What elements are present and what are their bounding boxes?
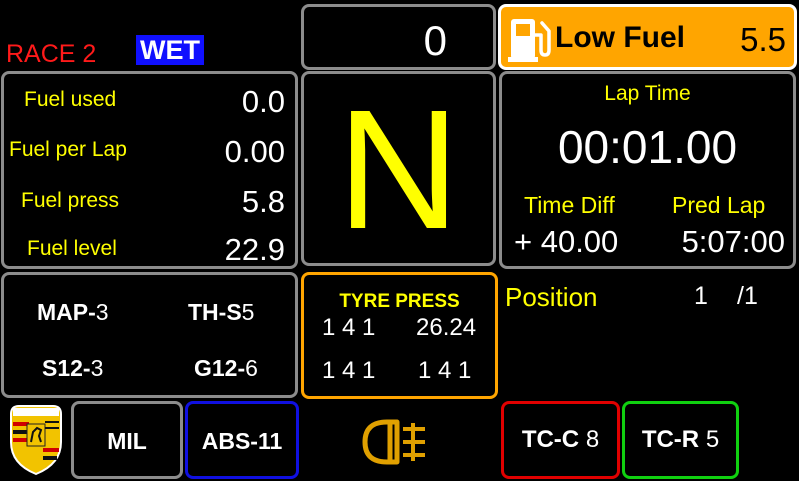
tyre-rr-value: 1 4 1 bbox=[418, 357, 472, 384]
s12-setting-value: 3 bbox=[90, 355, 104, 381]
time-diff-label: Time Diff bbox=[524, 192, 615, 218]
g12-setting: G12-6 bbox=[194, 355, 258, 382]
tc-r-indicator: TC-R 5 bbox=[622, 401, 739, 479]
mil-label: MIL bbox=[107, 428, 147, 454]
map-setting-value: 3 bbox=[95, 299, 109, 325]
lap-panel: Lap Time 00:01.00 Time Diff + 40.00 Pred… bbox=[499, 71, 796, 269]
pred-lap-label: Pred Lap bbox=[672, 192, 766, 218]
fuel-press-value: 5.8 bbox=[241, 184, 285, 219]
tyre-fl-value: 1 4 1 bbox=[322, 314, 376, 341]
low-fuel-value: 5.5 bbox=[740, 21, 786, 58]
tc-c-label: TC-C bbox=[521, 426, 580, 453]
low-fuel-warning: Low Fuel 5.5 bbox=[498, 4, 797, 70]
fuel-level-value: 22.9 bbox=[224, 232, 285, 267]
tc-c-text: TC-C 8 bbox=[504, 426, 617, 454]
pred-lap-value: 5:07:00 bbox=[681, 224, 785, 259]
gear-indicator: N bbox=[337, 75, 460, 265]
position-total: /1 bbox=[737, 282, 758, 310]
race-label: RACE 2 bbox=[6, 40, 97, 68]
fuel-pump-icon bbox=[507, 17, 555, 63]
rear-fog-light-icon bbox=[357, 417, 433, 467]
top-counter-panel: 0 bbox=[301, 4, 496, 70]
low-fuel-label: Low Fuel bbox=[555, 21, 685, 54]
position-value: 1 bbox=[694, 282, 708, 310]
tc-r-text: TC-R 5 bbox=[625, 426, 736, 454]
tc-c-indicator: TC-C 8 bbox=[501, 401, 620, 479]
tc-r-value: 5 bbox=[705, 426, 720, 453]
abs-indicator: ABS-11 bbox=[185, 401, 299, 479]
map-setting-label: MAP- bbox=[37, 299, 96, 325]
s12-setting-label: S12- bbox=[42, 355, 91, 381]
fuel-used-value: 0.0 bbox=[241, 84, 285, 119]
g12-setting-value: 6 bbox=[245, 355, 258, 381]
tyre-fr-value: 26.24 bbox=[416, 314, 477, 341]
lap-time-value: 00:01.00 bbox=[557, 121, 738, 173]
fuel-level-label: Fuel level bbox=[27, 237, 117, 260]
fuel-used-label: Fuel used bbox=[24, 88, 117, 111]
fuel-per-lap-label: Fuel per Lap bbox=[9, 138, 127, 161]
time-diff-value: + 40.00 bbox=[514, 224, 619, 259]
porsche-crest-icon bbox=[7, 402, 65, 476]
position-label: Position bbox=[505, 282, 598, 312]
fuel-panel: Fuel used 0.0 Fuel per Lap 0.00 Fuel pre… bbox=[1, 71, 298, 269]
mil-indicator: MIL bbox=[71, 401, 183, 479]
ths-setting: TH-S5 bbox=[188, 299, 254, 326]
map-setting: MAP-3 bbox=[37, 299, 109, 326]
weather-badge: WET bbox=[136, 35, 204, 65]
tyre-press-title: TYRE PRESS bbox=[339, 291, 460, 312]
ths-setting-value: 5 bbox=[241, 299, 255, 325]
top-counter-value: 0 bbox=[423, 17, 447, 64]
gear-panel: N bbox=[301, 71, 496, 266]
tc-c-value: 8 bbox=[585, 426, 600, 453]
ths-setting-label: TH-S bbox=[188, 299, 242, 325]
fuel-press-label: Fuel press bbox=[21, 189, 120, 212]
s12-setting: S12-3 bbox=[42, 355, 103, 382]
g12-setting-label: G12- bbox=[194, 355, 246, 381]
settings-panel: MAP-3 TH-S5 S12-3 G12-6 bbox=[1, 272, 298, 398]
tyre-rl-value: 1 4 1 bbox=[322, 357, 376, 384]
fuel-per-lap-value: 0.00 bbox=[224, 134, 285, 169]
tyre-panel: TYRE PRESS 1 4 1 26.24 1 4 1 1 4 1 bbox=[301, 272, 498, 399]
tc-r-label: TC-R bbox=[641, 426, 700, 453]
lap-time-title: Lap Time bbox=[604, 82, 691, 105]
abs-label: ABS-11 bbox=[201, 428, 283, 454]
